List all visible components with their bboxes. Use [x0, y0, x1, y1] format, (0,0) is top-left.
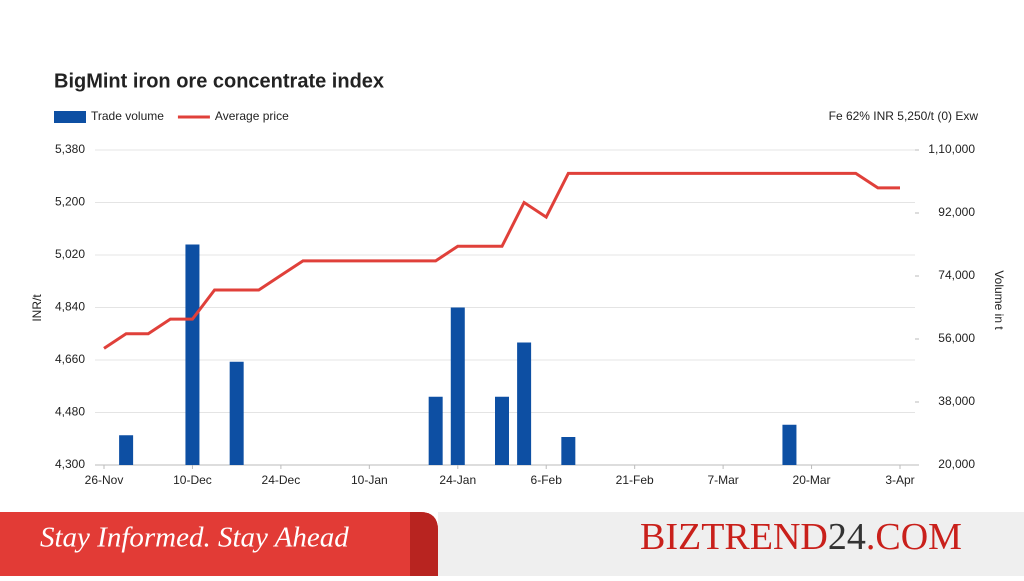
banner-bg	[438, 512, 1024, 576]
x-tick-label: 10-Jan	[351, 473, 388, 487]
y2-tick-label: 92,000	[938, 205, 975, 219]
bar	[450, 307, 465, 465]
note: Fe 62% INR 5,250/t (0) Exw	[829, 109, 979, 123]
banner-tag-edge	[410, 512, 438, 576]
x-tick-label: 24-Jan	[439, 473, 476, 487]
bar	[517, 342, 532, 465]
y-tick-label: 4,660	[55, 352, 85, 366]
bar	[185, 244, 200, 465]
plot: 4,300 4,480 4,660 4,840 5,020 5,200 5,380 20,00…	[55, 142, 975, 487]
bar	[229, 361, 244, 465]
x-tick-label: 7-Mar	[707, 473, 738, 487]
bar	[428, 396, 443, 465]
x-tick-label: 24-Dec	[262, 473, 301, 487]
y-axis-label: INR/t	[30, 294, 44, 322]
x-tick-label: 10-Dec	[173, 473, 212, 487]
y2-tick-label: 56,000	[938, 331, 975, 345]
x-tick-label: 20-Mar	[793, 473, 831, 487]
line	[103, 171, 900, 350]
brand: BIZTREND24.COM	[640, 516, 962, 558]
banner-tag-bg	[0, 512, 438, 576]
y-tick-label: 4,300	[55, 457, 85, 471]
legend-label: Trade volume	[91, 109, 164, 123]
y-tick-label: 5,020	[55, 247, 85, 261]
x-tick-label: 3-Apr	[885, 473, 914, 487]
bar	[119, 435, 134, 465]
brand-part: 24	[828, 516, 866, 558]
legend-label: Average price	[215, 109, 289, 123]
y2-axis-label: Volume in t	[992, 270, 1006, 330]
bar	[495, 396, 509, 465]
x-tick-label: 21-Feb	[616, 473, 654, 487]
y-tick-label: 5,380	[55, 142, 85, 156]
x-tick-label: 6-Feb	[531, 473, 563, 487]
bar	[561, 437, 576, 465]
y2-tick-label: 20,000	[938, 457, 975, 471]
legend-swatch	[54, 111, 86, 123]
chart-title: BigMint iron ore concentrate index	[54, 70, 384, 92]
y2-tick-label: 74,000	[938, 268, 975, 282]
y-tick-label: 5,200	[55, 195, 85, 209]
y2-tick-label: 38,000	[938, 394, 975, 408]
brand-part: BIZTREND	[640, 516, 828, 558]
tagline: Stay Informed. Stay Ahead	[40, 522, 349, 554]
y-tick-label: 4,840	[55, 300, 85, 314]
y2-tick-label: 1,10,000	[928, 142, 975, 156]
brand-part: .COM	[866, 516, 962, 558]
x-tick-label: 26-Nov	[85, 473, 124, 487]
y-tick-label: 4,480	[55, 405, 85, 419]
bar	[782, 424, 797, 465]
